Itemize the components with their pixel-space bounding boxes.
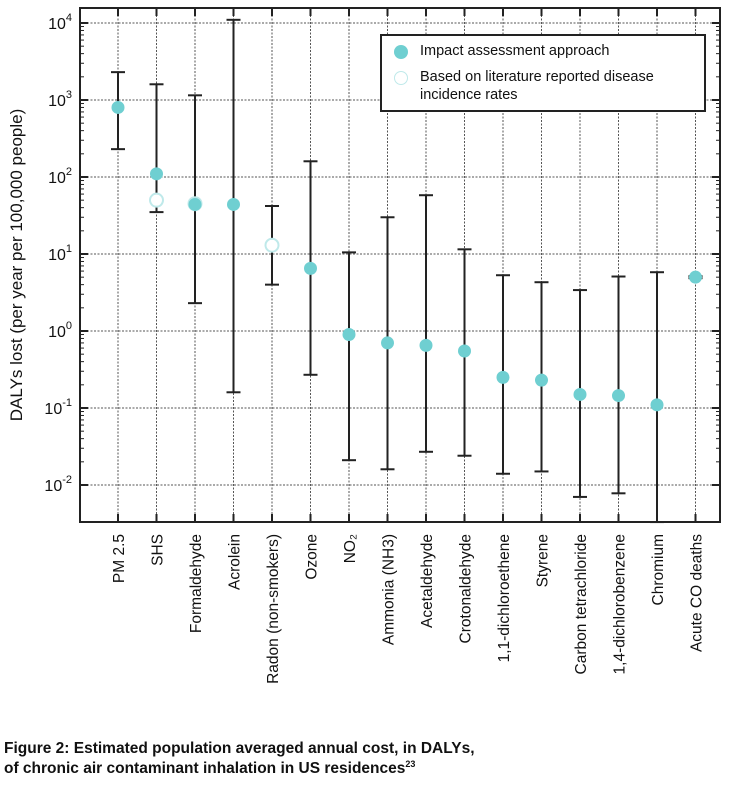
x-tick-label: Crotonaldehyde xyxy=(458,534,475,643)
y-tick-label: 10-1 xyxy=(44,397,72,418)
point-impact xyxy=(573,387,587,401)
y-tick-label: 104 xyxy=(48,12,72,33)
point-impact xyxy=(535,373,548,387)
x-tick-label: 1,1-dichloroethene xyxy=(496,534,513,662)
legend-item-literature: Based on literature reported disease inc… xyxy=(394,68,690,104)
point-impact xyxy=(419,338,433,352)
legend-item-impact: Impact assessment approach xyxy=(394,42,690,60)
legend-label-literature: Based on literature reported disease inc… xyxy=(420,69,654,103)
legend-marker-filled xyxy=(394,45,408,59)
x-tick-label: Carbon tetrachloride xyxy=(573,534,590,674)
point-impact xyxy=(150,167,163,181)
point-impact xyxy=(458,344,471,358)
y-tick-exponent: -2 xyxy=(62,474,72,486)
x-tick-label: Acrolein xyxy=(227,534,244,590)
y-tick-base: 10 xyxy=(44,478,62,495)
y-tick-exponent: 3 xyxy=(66,89,72,101)
y-tick-label: 100 xyxy=(48,320,72,341)
y-tick-exponent: 1 xyxy=(66,243,72,255)
x-tick-label: SHS xyxy=(150,534,167,566)
point-impact xyxy=(227,197,240,211)
y-tick-label: 10-2 xyxy=(44,474,72,495)
point-literature xyxy=(264,237,280,253)
caption-line-1: Figure 2: Estimated population averaged … xyxy=(4,740,475,757)
point-impact xyxy=(188,197,202,211)
point-impact xyxy=(304,261,317,275)
y-tick-exponent: 2 xyxy=(66,166,72,178)
y-tick-base: 10 xyxy=(48,324,66,341)
point-impact xyxy=(111,100,125,114)
x-tick-label: 1,4-dichlorobenzene xyxy=(612,534,629,674)
y-axis-label: DALYs lost (per year per 100,000 people) xyxy=(7,109,26,421)
legend-label-impact: Impact assessment approach xyxy=(420,43,610,59)
x-tick-label: Styrene xyxy=(535,534,552,587)
point-impact xyxy=(496,370,510,384)
point-impact xyxy=(689,270,702,284)
x-tick-label: Radon (non-smokers) xyxy=(265,534,282,684)
plot-frame xyxy=(79,7,721,523)
legend: Impact assessment approach Based on lite… xyxy=(380,34,706,112)
y-tick-base: 10 xyxy=(44,401,62,418)
x-tick-label: Acute CO deaths xyxy=(689,534,706,652)
x-tick-label: NO₂ xyxy=(342,534,359,563)
x-tick-label: Ozone xyxy=(304,534,321,580)
y-tick-label: 103 xyxy=(48,89,72,110)
x-tick-label: Acetaldehyde xyxy=(419,534,436,628)
y-tick-label: 101 xyxy=(48,243,72,264)
y-tick-exponent: -1 xyxy=(62,397,72,409)
y-tick-exponent: 4 xyxy=(66,12,72,24)
caption-line-2-text: of chronic air contaminant inhalation in… xyxy=(4,760,406,777)
caption-reference: 23 xyxy=(405,758,416,769)
y-tick-base: 10 xyxy=(48,170,66,187)
point-literature xyxy=(149,192,164,208)
point-impact xyxy=(650,398,664,412)
y-tick-exponent: 0 xyxy=(66,320,72,332)
x-tick-label: PM 2.5 xyxy=(111,534,128,583)
caption-line-2: of chronic air contaminant inhalation in… xyxy=(4,759,704,779)
point-impact xyxy=(342,328,356,342)
point-impact xyxy=(612,389,625,403)
y-tick-base: 10 xyxy=(48,16,66,33)
x-tick-label: Formaldehyde xyxy=(188,534,205,633)
legend-marker-open xyxy=(394,71,408,85)
x-tick-label: Chromium xyxy=(650,534,667,605)
figure-caption: Figure 2: Estimated population averaged … xyxy=(4,739,704,779)
x-tick-label: Ammonia (NH3) xyxy=(381,534,398,645)
y-tick-base: 10 xyxy=(48,247,66,264)
y-tick-label: 102 xyxy=(48,166,72,187)
point-impact xyxy=(381,336,394,350)
y-tick-base: 10 xyxy=(48,93,66,110)
